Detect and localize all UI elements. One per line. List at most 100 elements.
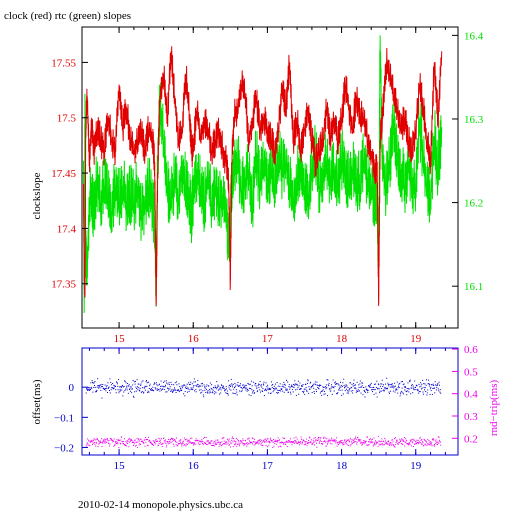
point-offset (215, 392, 217, 394)
point-offset (258, 383, 259, 385)
point-rnd-trip (349, 445, 351, 447)
point-offset (405, 391, 407, 393)
point-offset (295, 389, 297, 391)
point-offset (225, 386, 227, 388)
point-offset (210, 392, 212, 394)
point-rnd-trip (214, 441, 216, 443)
point-rnd-trip (122, 442, 124, 444)
point-rnd-trip (191, 442, 192, 444)
point-rnd-trip (285, 444, 287, 446)
point-rnd-trip (219, 443, 221, 445)
point-offset (323, 393, 325, 395)
point-offset (100, 389, 102, 391)
point-offset (418, 392, 420, 394)
point-offset (338, 389, 340, 391)
point-offset (428, 385, 430, 387)
point-rnd-trip (148, 436, 149, 438)
point-rnd-trip (382, 444, 384, 446)
point-rnd-trip (334, 441, 336, 443)
point-rnd-trip (337, 442, 339, 444)
point-rnd-trip (226, 441, 228, 443)
point-rnd-trip (174, 440, 176, 442)
point-rnd-trip (315, 439, 317, 441)
point-rnd-trip (332, 438, 334, 440)
point-offset (146, 380, 147, 381)
point-offset (383, 390, 385, 392)
point-rnd-trip (104, 442, 106, 444)
point-offset (285, 388, 287, 390)
point-offset (193, 381, 195, 383)
point-rnd-trip (354, 441, 356, 443)
point-offset (194, 385, 196, 387)
point-rnd-trip (418, 443, 420, 445)
point-rnd-trip (91, 441, 93, 443)
point-rnd-trip (342, 441, 344, 443)
point-rnd-trip (313, 441, 315, 443)
point-rnd-trip (104, 438, 106, 440)
point-offset (189, 383, 191, 385)
point-offset (381, 388, 383, 389)
point-offset (247, 382, 249, 384)
point-rnd-trip (188, 440, 190, 442)
point-rnd-trip (291, 441, 293, 443)
point-offset (277, 392, 278, 394)
point-offset (131, 388, 133, 390)
point-offset (218, 388, 220, 390)
point-offset (336, 393, 338, 395)
point-rnd-trip (417, 439, 419, 441)
point-offset (387, 388, 388, 390)
point-offset (164, 386, 166, 388)
point-rnd-trip (308, 436, 310, 438)
point-rnd-trip (313, 437, 315, 439)
point-offset (429, 384, 431, 385)
point-offset (350, 390, 352, 392)
point-rnd-trip (299, 444, 300, 446)
bottom-y2-axis-label: rnd−trip(ms) (488, 380, 500, 437)
point-offset (341, 394, 343, 396)
point-rnd-trip (235, 441, 237, 443)
footer-caption: 2010-02-14 monopole.physics.ubc.ca (78, 499, 243, 511)
point-offset (162, 386, 164, 388)
point-rnd-trip (110, 438, 112, 440)
point-offset (309, 382, 311, 384)
point-rnd-trip (129, 438, 131, 440)
point-rnd-trip (114, 441, 116, 443)
point-rnd-trip (370, 441, 372, 443)
point-rnd-trip (350, 444, 352, 446)
point-rnd-trip (214, 443, 216, 445)
point-offset (198, 386, 200, 388)
point-rnd-trip (193, 443, 195, 445)
top-chart: 15 16 17 18 1917.3517.417.4517.517.5516.116.… (31, 26, 484, 345)
point-offset (94, 381, 96, 382)
point-rnd-trip (115, 441, 117, 443)
point-rnd-trip (243, 442, 245, 444)
point-offset (138, 383, 140, 385)
point-rnd-trip (255, 442, 257, 444)
point-offset (402, 392, 404, 394)
point-rnd-trip (309, 441, 311, 443)
point-offset (306, 383, 308, 384)
point-rnd-trip (254, 438, 256, 440)
point-rnd-trip (346, 440, 347, 442)
point-rnd-trip (322, 441, 324, 443)
point-rnd-trip (233, 438, 235, 439)
point-rnd-trip (314, 441, 316, 443)
point-offset (322, 386, 324, 388)
point-rnd-trip (279, 445, 281, 447)
point-offset (377, 387, 379, 389)
point-offset (418, 391, 420, 393)
point-offset (362, 382, 364, 384)
point-offset (135, 380, 136, 382)
point-offset (422, 379, 424, 381)
point-rnd-trip (159, 440, 161, 442)
point-offset (408, 388, 410, 390)
point-rnd-trip (215, 439, 217, 441)
point-rnd-trip (114, 444, 116, 446)
point-rnd-trip (112, 440, 114, 442)
point-rnd-trip (172, 438, 174, 440)
point-offset (390, 386, 392, 388)
point-rnd-trip (425, 440, 427, 442)
point-rnd-trip (398, 443, 399, 445)
top-x-tick-label-2: 17 (262, 333, 274, 345)
point-rnd-trip (334, 439, 336, 441)
